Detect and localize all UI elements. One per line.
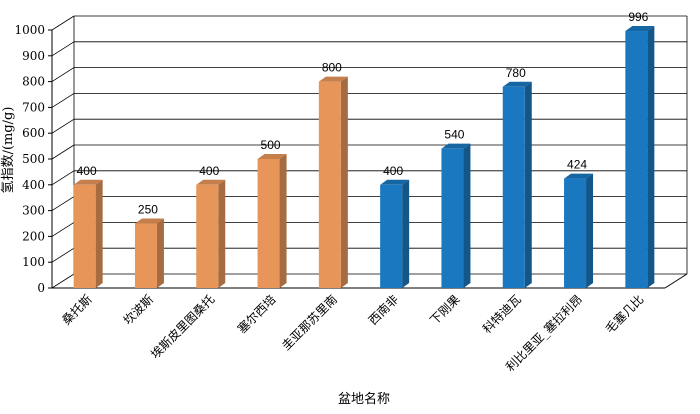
bar xyxy=(196,179,226,288)
bar-top xyxy=(134,218,164,224)
bar-side xyxy=(156,218,164,288)
bar-side xyxy=(95,179,103,288)
data-label: 800 xyxy=(322,61,342,75)
y-tick-label: 300 xyxy=(22,204,45,218)
category-label: 下刚果 xyxy=(427,292,462,327)
category-label: 塞尔西培 xyxy=(234,292,279,337)
x-axis-title: 盆地名称 xyxy=(338,391,390,407)
bar-top xyxy=(196,179,226,185)
data-label: 400 xyxy=(199,164,219,178)
bar-side xyxy=(647,26,655,288)
bar-front xyxy=(318,81,341,288)
bar-top xyxy=(441,143,471,149)
bar xyxy=(134,218,164,288)
bar-top xyxy=(73,179,103,185)
gridline-side xyxy=(51,222,75,237)
category-label: 圭亚那苏里南 xyxy=(278,292,340,354)
data-label: 996 xyxy=(628,10,648,24)
bars xyxy=(73,26,655,288)
category-label: 毛塞几比 xyxy=(602,292,647,337)
bar-front xyxy=(196,184,219,288)
bar xyxy=(380,179,410,288)
gridline-side xyxy=(51,67,75,82)
gridline-side xyxy=(51,273,75,289)
bar-front xyxy=(257,159,280,288)
y-axis-title: 氢指数/(mg/g) xyxy=(1,107,16,194)
bar-side xyxy=(402,179,410,288)
y-tick-label: 1000 xyxy=(14,23,45,37)
category-label: 西南非 xyxy=(365,292,401,328)
gridline-side xyxy=(51,196,75,211)
y-tick-label: 200 xyxy=(22,229,45,243)
data-labels: 400 250 400 500 800 400 540 780 424 996 xyxy=(77,10,649,216)
y-tick-label: 900 xyxy=(22,49,45,63)
bar-side xyxy=(586,173,594,288)
gridline-side xyxy=(51,93,75,108)
floor-right-edge xyxy=(664,273,688,289)
gridline-side xyxy=(51,118,75,134)
bar-top xyxy=(380,179,410,185)
bar-front xyxy=(564,178,587,288)
category-label: 埃斯皮里图桑托 xyxy=(148,292,217,361)
y-tick-label: 400 xyxy=(22,178,45,192)
bar xyxy=(318,76,348,288)
y-tick-label: 700 xyxy=(22,100,45,114)
data-label: 540 xyxy=(444,128,464,142)
gridline-side xyxy=(51,41,75,57)
y-tick-label: 600 xyxy=(22,126,45,140)
bar xyxy=(625,26,655,288)
y-axis-ticks: 0 100 200 300 400 500 600 700 800 900 1000 xyxy=(14,23,52,295)
y-tick-label: 500 xyxy=(22,152,45,166)
bar-side xyxy=(218,179,226,288)
bar-front xyxy=(134,223,157,288)
data-label: 780 xyxy=(506,66,526,80)
bar xyxy=(564,173,594,288)
category-label: 桑托斯 xyxy=(59,292,94,327)
bar-side xyxy=(524,81,532,288)
bar xyxy=(441,143,471,288)
bar-front xyxy=(625,31,648,288)
data-label: 250 xyxy=(138,203,158,217)
y-tick-label: 800 xyxy=(22,75,45,89)
bar-side xyxy=(463,143,471,288)
bar-top xyxy=(318,76,348,82)
bar xyxy=(257,154,287,288)
bar-top xyxy=(257,154,287,159)
y-tick-label: 100 xyxy=(22,255,45,269)
bar-side xyxy=(279,154,287,288)
data-label: 424 xyxy=(567,158,587,172)
bar-side xyxy=(340,76,348,288)
data-label: 400 xyxy=(383,164,403,178)
bar-top xyxy=(625,26,655,32)
bar-top xyxy=(564,173,594,179)
gridline-side xyxy=(51,247,75,263)
bar xyxy=(73,179,103,288)
bar-front xyxy=(73,184,96,288)
data-label: 400 xyxy=(77,164,97,178)
y-tick-label: 0 xyxy=(37,281,45,295)
gridline-side xyxy=(51,144,75,160)
data-label: 500 xyxy=(261,138,281,152)
category-label: 科特迪瓦 xyxy=(479,292,524,337)
gridline-side xyxy=(51,170,75,186)
bar-front xyxy=(380,184,403,288)
bar-front xyxy=(502,86,525,288)
bar xyxy=(502,81,532,288)
gridline-side xyxy=(51,15,75,31)
category-label: 坎波斯 xyxy=(121,292,156,327)
bar-front xyxy=(441,148,464,288)
bar-top xyxy=(502,81,532,87)
